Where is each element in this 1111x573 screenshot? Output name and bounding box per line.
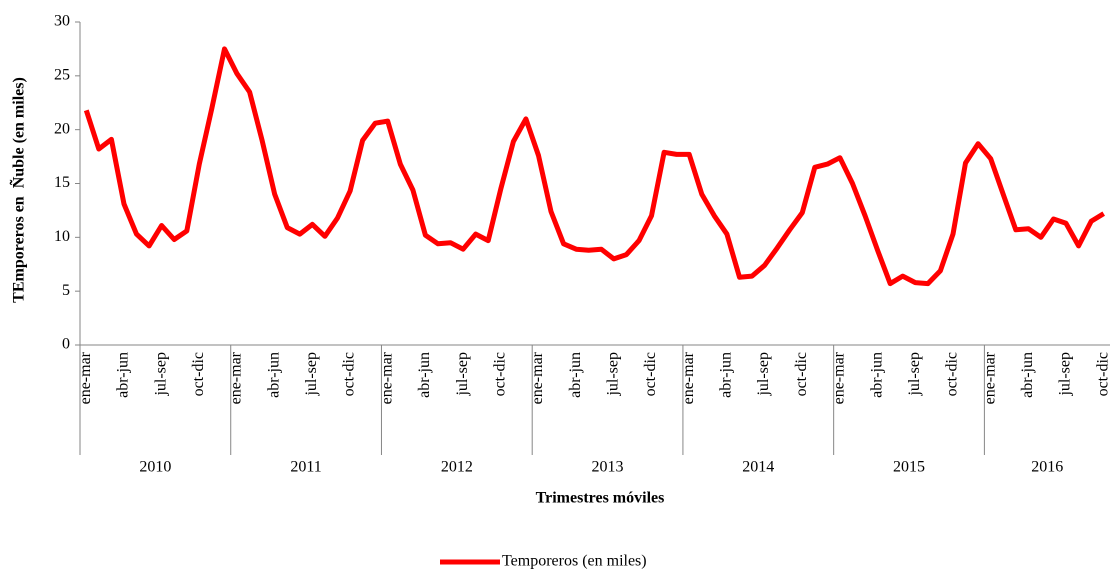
x-tick-label: jul-sep — [605, 352, 622, 397]
y-tick-label: 5 — [62, 282, 70, 299]
x-tick-label: jul-sep — [303, 352, 320, 397]
x-tick-label: jul-sep — [1057, 352, 1074, 397]
x-tick-label: ene-mar — [831, 351, 848, 404]
x-tick-label: oct-dic — [491, 352, 508, 396]
x-tick-label: ene-mar — [680, 351, 697, 404]
x-tick-label: ene-mar — [981, 351, 998, 404]
y-tick-label: 10 — [54, 228, 70, 245]
x-tick-label: oct-dic — [190, 352, 207, 396]
legend-label: Temporeros (en miles) — [502, 553, 647, 570]
y-axis-title: TEmporeros en Ñuble (en miles) — [9, 77, 28, 303]
x-tick-label: oct-dic — [642, 352, 659, 396]
x-tick-label: jul-sep — [906, 352, 923, 397]
y-tick-label: 0 — [62, 336, 70, 353]
x-tick-label: abr-jun — [567, 352, 584, 398]
x-tick-label: abr-jun — [1019, 352, 1036, 398]
year-label: 2010 — [139, 459, 171, 476]
year-label: 2014 — [742, 459, 774, 476]
y-tick-label: 20 — [54, 120, 70, 137]
year-label: 2012 — [441, 459, 473, 476]
year-label: 2016 — [1031, 459, 1063, 476]
y-tick-label: 30 — [54, 13, 70, 30]
series-line — [83, 46, 1105, 287]
x-tick-label: ene-mar — [228, 351, 245, 404]
x-tick-label: abr-jun — [265, 352, 282, 398]
x-tick-label: jul-sep — [152, 352, 169, 397]
x-tick-label: oct-dic — [944, 352, 961, 396]
y-tick-label: 25 — [54, 67, 70, 84]
x-tick-label: abr-jun — [416, 352, 433, 398]
x-tick-label: oct-dic — [793, 352, 810, 396]
year-label: 2015 — [893, 459, 925, 476]
x-tick-label: abr-jun — [868, 352, 885, 398]
x-tick-label: jul-sep — [454, 352, 471, 397]
y-tick-label: 15 — [54, 174, 70, 191]
x-axis-title: Trimestres móviles — [536, 490, 665, 507]
x-tick-label: ene-mar — [77, 351, 94, 404]
year-label: 2011 — [290, 459, 321, 476]
x-tick-label: oct-dic — [341, 352, 358, 396]
x-tick-label: ene-mar — [378, 351, 395, 404]
x-tick-label: oct-dic — [1094, 352, 1111, 396]
year-label: 2013 — [592, 459, 624, 476]
x-tick-label: jul-sep — [755, 352, 772, 397]
x-tick-label: ene-mar — [529, 351, 546, 404]
x-tick-label: abr-jun — [115, 352, 132, 398]
x-tick-label: abr-jun — [718, 352, 735, 398]
